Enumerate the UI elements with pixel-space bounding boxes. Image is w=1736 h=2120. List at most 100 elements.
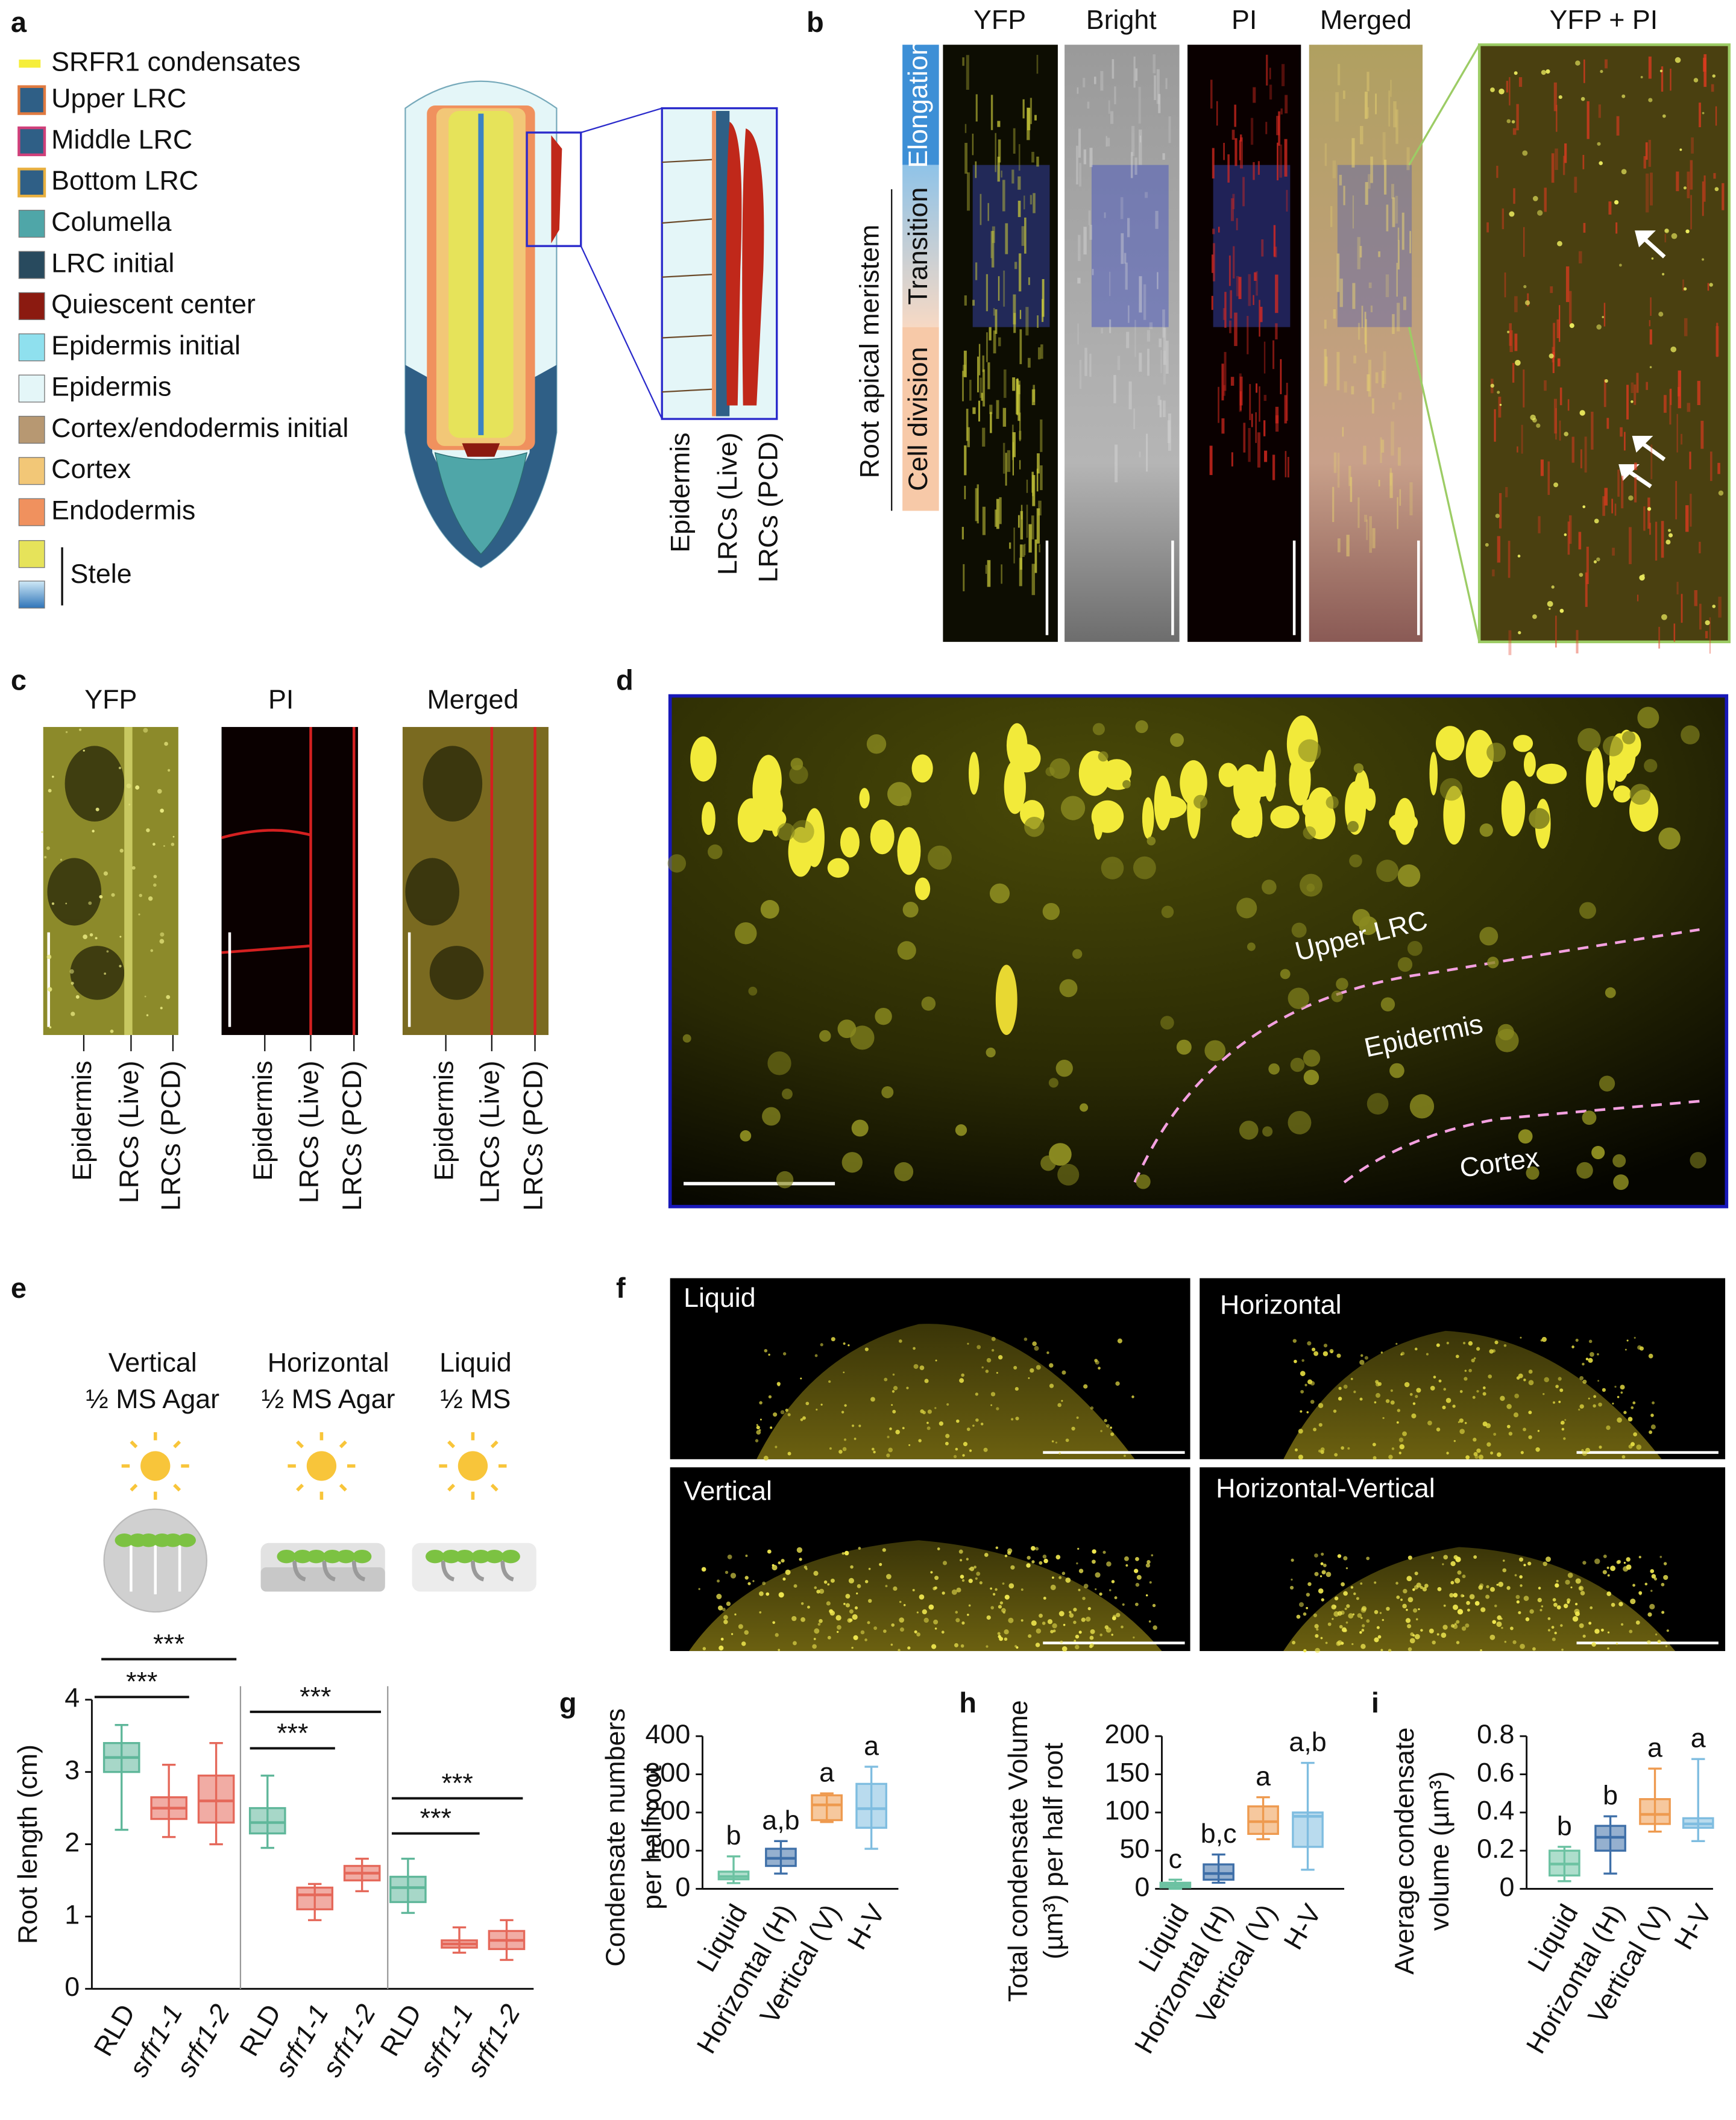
texture-mark bbox=[975, 161, 977, 178]
texture-dot bbox=[1403, 1588, 1407, 1594]
texture-mark bbox=[1540, 459, 1544, 476]
texture-dot bbox=[895, 1429, 900, 1435]
group bbox=[115, 1533, 196, 1547]
texture-dot bbox=[892, 1390, 895, 1393]
texture-mark bbox=[1238, 277, 1242, 300]
texture-dot bbox=[756, 1426, 760, 1430]
texture-dot bbox=[1618, 1602, 1623, 1606]
texture-dot bbox=[1594, 1558, 1600, 1564]
texture-mark bbox=[1397, 447, 1401, 466]
box bbox=[248, 1807, 286, 1835]
texture-dot bbox=[1298, 739, 1321, 763]
texture-dot bbox=[1630, 1598, 1636, 1605]
texture-dot bbox=[1564, 533, 1567, 536]
texture-mark bbox=[1162, 309, 1165, 338]
texture-dot bbox=[1599, 1075, 1615, 1092]
texture-mark bbox=[1022, 544, 1025, 557]
texture-dot bbox=[1510, 1626, 1514, 1631]
channel-title: YFP bbox=[973, 5, 1026, 35]
texture-mark bbox=[1562, 156, 1565, 175]
y-tick-label: 0 bbox=[1134, 1872, 1149, 1902]
shape bbox=[115, 1533, 134, 1547]
texture-dot bbox=[1478, 1455, 1484, 1460]
texture-mark bbox=[1003, 369, 1007, 398]
shape bbox=[277, 1549, 296, 1564]
texture-dot bbox=[83, 749, 85, 752]
texture-dot bbox=[1473, 1555, 1477, 1559]
texture-dot bbox=[1095, 1572, 1101, 1578]
texture-dot bbox=[1404, 1382, 1410, 1388]
texture-mark bbox=[1012, 442, 1014, 476]
texture-dot bbox=[159, 939, 165, 944]
texture-dot bbox=[759, 1611, 762, 1614]
texture-dot bbox=[1637, 706, 1659, 729]
texture-dot bbox=[775, 1445, 778, 1448]
texture-dot bbox=[1055, 1441, 1058, 1444]
texture-dot bbox=[999, 1601, 1004, 1605]
condensate-blob bbox=[1142, 797, 1154, 839]
texture-dot bbox=[1479, 1583, 1484, 1588]
texture-dot bbox=[1559, 1388, 1564, 1392]
texture-mark bbox=[1160, 350, 1162, 373]
texture-mark bbox=[1275, 323, 1278, 340]
texture-dot bbox=[1042, 1621, 1046, 1625]
texture-dot bbox=[1591, 1145, 1605, 1160]
texture-mark bbox=[1382, 132, 1386, 165]
texture-dot bbox=[805, 1401, 810, 1406]
texture-dot bbox=[768, 1353, 770, 1356]
shape bbox=[1133, 928, 1700, 1183]
texture-mark bbox=[1223, 385, 1225, 396]
texture-dot bbox=[1298, 1455, 1303, 1460]
texture-dot bbox=[1486, 1442, 1491, 1447]
texture-dot bbox=[1397, 864, 1421, 887]
texture-dot bbox=[814, 1354, 818, 1357]
texture-mark bbox=[1381, 439, 1385, 453]
shape bbox=[1065, 45, 1180, 642]
texture-mark bbox=[1567, 521, 1570, 555]
texture-dot bbox=[103, 871, 108, 876]
texture-dot bbox=[1443, 1388, 1447, 1391]
shape bbox=[260, 1567, 385, 1592]
texture-dot bbox=[997, 1632, 1001, 1635]
texture-mark bbox=[1113, 375, 1116, 404]
texture-dot bbox=[1343, 1591, 1348, 1596]
texture-dot bbox=[1482, 1421, 1488, 1427]
texture-dot bbox=[1385, 1399, 1390, 1403]
shape bbox=[485, 1549, 504, 1564]
condensate-blob bbox=[995, 964, 1017, 1036]
texture-dot bbox=[1602, 735, 1623, 756]
texture-mark bbox=[1624, 432, 1626, 451]
texture-dot bbox=[1495, 1028, 1519, 1052]
texture-mark bbox=[1505, 486, 1508, 497]
texture-mark bbox=[1277, 142, 1278, 181]
texture-dot bbox=[1406, 1608, 1408, 1611]
texture-dot bbox=[1106, 1424, 1110, 1428]
texture-dot bbox=[785, 1408, 788, 1412]
texture-dot bbox=[1133, 1636, 1135, 1639]
texture-dot bbox=[870, 1397, 875, 1402]
legend-label: Middle LRC bbox=[51, 124, 192, 154]
legend-swatch bbox=[18, 374, 45, 403]
condensate-blob bbox=[1093, 806, 1104, 840]
texture-dot bbox=[891, 1404, 893, 1406]
texture-mark bbox=[963, 564, 965, 591]
texture-dot bbox=[793, 1641, 797, 1646]
texture-mark bbox=[1676, 582, 1679, 595]
texture-dot bbox=[1051, 1440, 1054, 1442]
texture-dot bbox=[1095, 1588, 1097, 1591]
texture-dot bbox=[1499, 88, 1505, 95]
texture-dot bbox=[781, 1559, 785, 1563]
texture-dot bbox=[1395, 1342, 1398, 1345]
legend-swatch bbox=[18, 415, 45, 444]
texture-mark bbox=[1648, 56, 1652, 79]
shape bbox=[1283, 1547, 1676, 1652]
shape bbox=[580, 107, 662, 133]
shape bbox=[662, 159, 712, 393]
texture-mark bbox=[1001, 564, 1002, 584]
texture-mark bbox=[1343, 186, 1345, 206]
texture-dot bbox=[1050, 1584, 1056, 1590]
shape bbox=[471, 1549, 491, 1564]
texture-mark bbox=[1012, 377, 1016, 391]
y-axis-label: Condensate numbers bbox=[600, 1708, 631, 1966]
texture-dot bbox=[887, 1435, 890, 1439]
